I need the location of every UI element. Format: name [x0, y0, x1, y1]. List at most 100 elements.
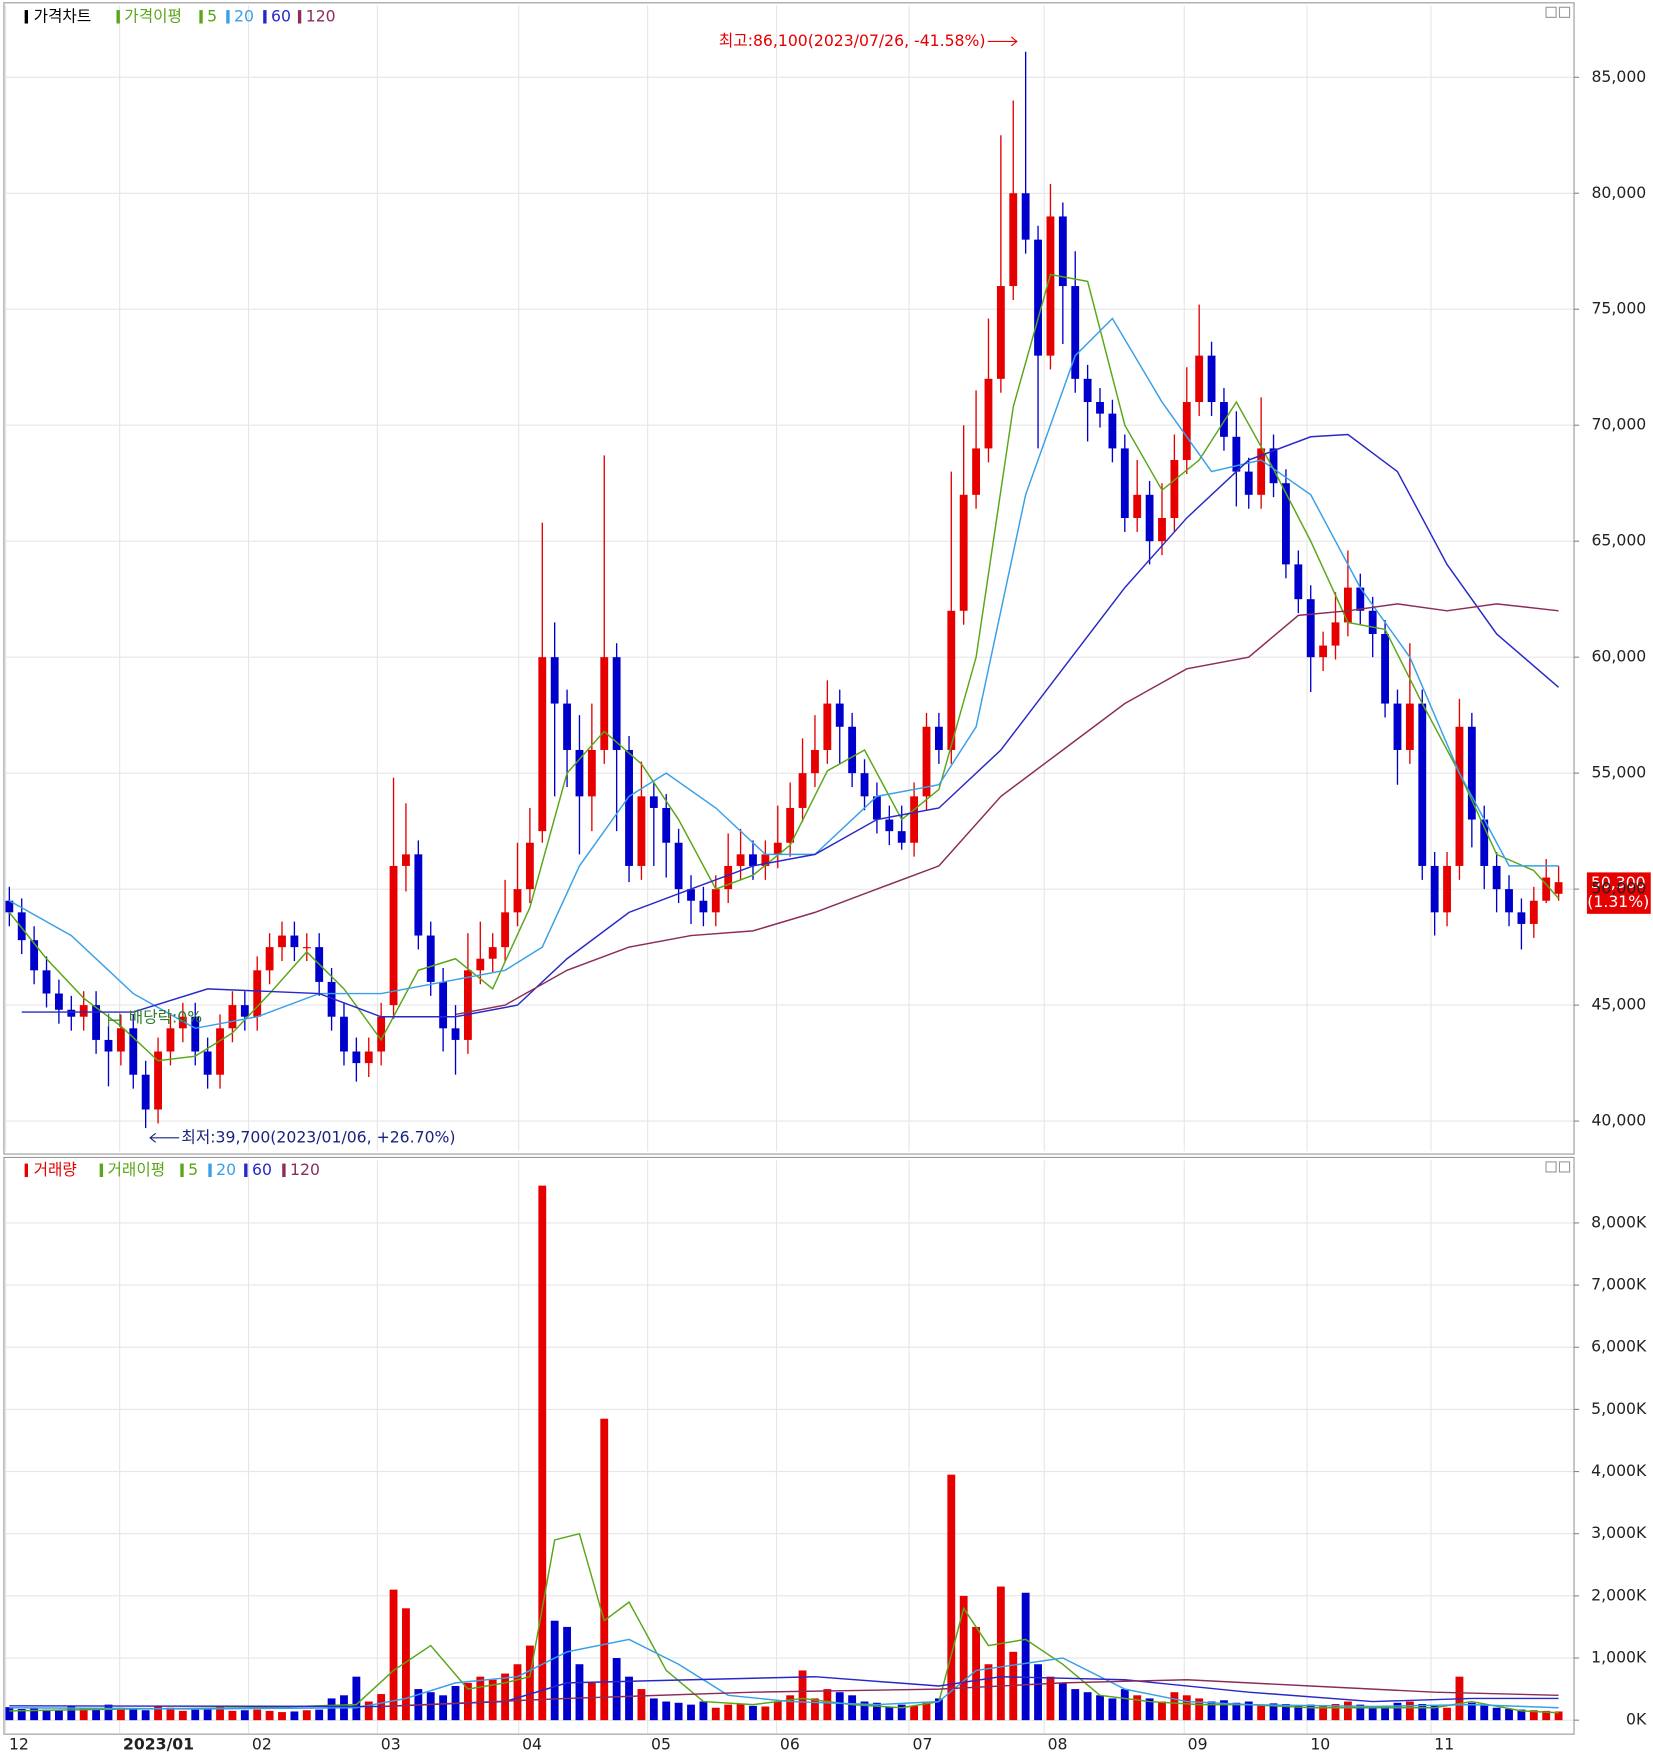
volume-bar [625, 1676, 633, 1721]
candle-body [1145, 494, 1154, 542]
volume-bar [761, 1706, 770, 1721]
candle-body [711, 889, 720, 913]
candle-body [414, 854, 423, 936]
candle-body [154, 1051, 162, 1110]
volume-bar [1108, 1698, 1117, 1721]
candle-body [1046, 216, 1055, 356]
volume-bar [141, 1710, 150, 1721]
legend-entry: 20 [216, 1160, 236, 1179]
volume-bar [178, 1710, 187, 1721]
volume-bar [786, 1695, 795, 1721]
volume-bar [290, 1711, 299, 1721]
y-tick-label: 45,000 [1591, 995, 1646, 1014]
volume-bar [1182, 1695, 1191, 1721]
volume-bar [476, 1676, 485, 1721]
volume-bar [649, 1698, 658, 1721]
volume-bar [1418, 1704, 1427, 1721]
marks [5, 51, 1563, 1721]
volume-bar [798, 1670, 807, 1721]
volume-bar [1257, 1704, 1266, 1721]
candle-body [340, 1016, 348, 1052]
candle-body [1071, 286, 1080, 379]
candle-body [525, 842, 534, 890]
volume-bar [1083, 1692, 1092, 1721]
volume-bar [92, 1709, 101, 1721]
minimize-button[interactable] [1545, 1161, 1557, 1173]
volume-bar [1133, 1695, 1142, 1721]
candle-body [1182, 402, 1191, 461]
volume-bar [910, 1705, 919, 1721]
close-button[interactable] [1558, 1161, 1571, 1173]
minimize-button[interactable] [1545, 6, 1557, 18]
low-arrow-head [149, 1132, 157, 1143]
volume-bar [724, 1704, 733, 1721]
volume-bar [773, 1701, 782, 1721]
moving-average [455, 603, 1559, 1016]
y-tick-label: 40,000 [1591, 1111, 1646, 1130]
last-price-box [1586, 872, 1651, 914]
volume-bar [439, 1695, 448, 1721]
candle-body [17, 912, 26, 941]
volume-bar [1368, 1706, 1377, 1721]
volume-bar [848, 1695, 857, 1721]
candle-body [749, 854, 757, 866]
candle-body [1368, 610, 1377, 634]
candle-body [587, 749, 596, 797]
dividend-annotation: 배당락:0% [129, 1007, 202, 1026]
volume-bar [327, 1698, 336, 1721]
volume-bar [129, 1708, 138, 1721]
volume-bar [463, 1682, 472, 1721]
volume-bar [253, 1709, 262, 1721]
candle-body [1381, 633, 1390, 704]
x-tick-label: 07 [913, 1734, 933, 1753]
legend-entry: 120 [290, 1160, 320, 1179]
candle-body [637, 796, 646, 866]
candle-body [1306, 599, 1315, 658]
candle-body [513, 889, 522, 913]
close-button[interactable] [1558, 6, 1571, 18]
candle-body [1430, 865, 1439, 913]
candle-body [699, 900, 708, 913]
volume-bar [1046, 1676, 1055, 1721]
volume-bar [426, 1692, 435, 1721]
volume-bar [835, 1692, 844, 1721]
volume-bar [711, 1707, 720, 1721]
volume-bar [600, 1418, 609, 1721]
volume-panel-frame [3, 1156, 1575, 1735]
candle-body [42, 970, 51, 994]
volume-bar [1170, 1692, 1179, 1721]
volume-bar [823, 1689, 832, 1721]
candle-body [1517, 912, 1526, 924]
volume-bar [30, 1707, 39, 1721]
volume-bar [538, 1185, 547, 1721]
volume-bar [1232, 1702, 1241, 1721]
candle-body [947, 610, 956, 750]
volume-bar [1381, 1705, 1390, 1721]
volume-bar [389, 1589, 398, 1721]
volume-bar [1282, 1704, 1290, 1721]
volume-bar [972, 1626, 980, 1721]
high-annotation: 최고:86,100(2023/07/26, -41.58%) [719, 31, 986, 50]
legend-ma-title: 거래이평 [108, 1160, 166, 1179]
candle-body [1083, 378, 1092, 403]
volume-bar [1120, 1689, 1129, 1721]
candle-body [1455, 726, 1464, 866]
x-tick-label: 2023/01 [123, 1734, 194, 1753]
candle-body [1405, 703, 1414, 750]
candle-body [228, 1005, 237, 1029]
volume-bar [1294, 1705, 1303, 1721]
volume-bar [674, 1702, 683, 1721]
candle-body [1294, 564, 1303, 600]
candle-body [811, 749, 819, 774]
candle-body [1244, 471, 1253, 495]
candle-body [1269, 448, 1278, 484]
volume-bar [1554, 1711, 1563, 1721]
legend-swatch [208, 1163, 212, 1178]
volume-bar [1021, 1592, 1030, 1721]
candle-body [687, 889, 695, 901]
candle-body [922, 726, 931, 797]
candle-body [897, 831, 906, 843]
volume-bar [550, 1620, 559, 1721]
legend-entry: 20 [234, 6, 254, 25]
candle-body [563, 703, 571, 750]
